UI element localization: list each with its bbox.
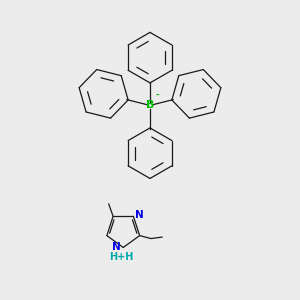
Text: N: N (136, 210, 144, 220)
Text: H+H: H+H (109, 252, 134, 262)
Text: N: N (112, 242, 121, 252)
Text: B: B (146, 100, 154, 110)
Text: -: - (155, 91, 159, 100)
